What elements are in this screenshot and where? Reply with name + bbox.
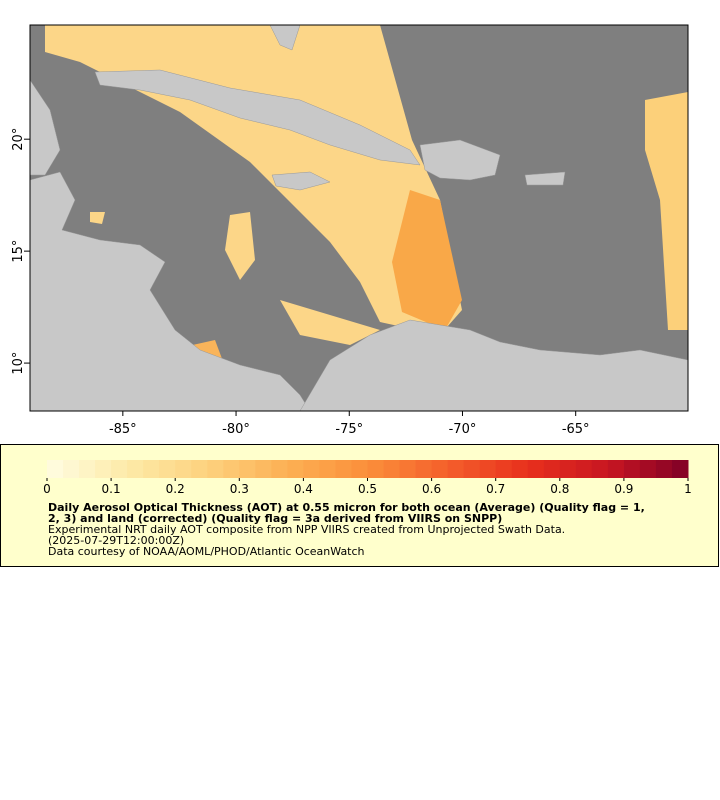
aerosol-patch bbox=[280, 300, 380, 345]
colorbar-cell bbox=[271, 460, 288, 478]
aerosol-swath bbox=[45, 25, 462, 335]
x-tick-label: -75° bbox=[335, 422, 363, 437]
colorbar-cell bbox=[319, 460, 336, 478]
colorbar-cell bbox=[655, 460, 673, 478]
colorbar-cell bbox=[79, 460, 96, 478]
colorbar-cell bbox=[335, 460, 352, 478]
map-frame bbox=[29, 24, 689, 412]
colorbar-cell bbox=[175, 460, 192, 478]
x-tick-label: -70° bbox=[449, 422, 477, 437]
colorbar-tick-label: 0.7 bbox=[486, 482, 505, 496]
puerto-rico bbox=[524, 171, 566, 186]
colorbar-tick-label: 0.5 bbox=[358, 482, 377, 496]
y-tick-label: 15° bbox=[11, 240, 26, 263]
colorbar-cell bbox=[367, 460, 385, 478]
colorbar-cell bbox=[239, 460, 256, 478]
colorbar-cell bbox=[383, 460, 401, 478]
map bbox=[29, 24, 689, 412]
colorbar-cell bbox=[559, 460, 577, 478]
colorbar-cell bbox=[415, 460, 433, 478]
aerosol-swath bbox=[645, 92, 688, 330]
colorbar-cell bbox=[351, 460, 368, 478]
colorbar-cell bbox=[159, 460, 176, 478]
hispaniola bbox=[419, 139, 501, 181]
colorbar-cell bbox=[255, 460, 272, 478]
x-tick-label: -80° bbox=[222, 422, 250, 437]
colorbar-tick-label: 0.1 bbox=[102, 482, 121, 496]
y-tick-label: 10° bbox=[11, 352, 26, 375]
colorbar-tick-label: 0.3 bbox=[230, 482, 249, 496]
colorbar-tick-label: 0.9 bbox=[614, 482, 633, 496]
caption-line: Daily Aerosol Optical Thickness (AOT) at… bbox=[48, 501, 645, 514]
colorbar-cell bbox=[127, 460, 144, 478]
colorbar-cell bbox=[607, 460, 625, 478]
colorbar-cell bbox=[399, 460, 417, 478]
caption-line: Experimental NRT daily AOT composite fro… bbox=[48, 523, 565, 536]
colorbar-cell bbox=[575, 460, 593, 478]
colorbar-cell bbox=[591, 460, 609, 478]
colorbar-cell bbox=[431, 460, 449, 478]
colorbar-cell bbox=[95, 460, 112, 478]
aerosol-core bbox=[392, 190, 462, 330]
colorbar-cell bbox=[543, 460, 561, 478]
aerosol-patch bbox=[225, 212, 255, 280]
colorbar-tick-label: 0 bbox=[43, 482, 51, 496]
colorbar-tick-label: 0.8 bbox=[550, 482, 569, 496]
colorbar-cell bbox=[639, 460, 657, 478]
colorbar-cell bbox=[623, 460, 641, 478]
caption-line: 2, 3) and land (corrected) (Quality flag… bbox=[48, 512, 502, 525]
caption: Daily Aerosol Optical Thickness (AOT) at… bbox=[48, 501, 645, 558]
colorbar-cell bbox=[527, 460, 545, 478]
colorbar-cell bbox=[303, 460, 320, 478]
colorbar-tick-label: 0.2 bbox=[166, 482, 185, 496]
colorbar-cell bbox=[511, 460, 529, 478]
aerosol-patch bbox=[90, 212, 105, 224]
colorbar-cell bbox=[223, 460, 240, 478]
colorbar-cell bbox=[111, 460, 128, 478]
colorbar-cell bbox=[479, 460, 497, 478]
cuba bbox=[94, 69, 421, 166]
colorbar-cell bbox=[447, 460, 465, 478]
colorbar-cell bbox=[191, 460, 208, 478]
y-tick-label: 20° bbox=[11, 128, 26, 151]
colorbar-tick-label: 0.6 bbox=[422, 482, 441, 496]
colorbar-cell bbox=[143, 460, 160, 478]
colorbar-tick-label: 0.4 bbox=[294, 482, 313, 496]
caption-line: Data courtesy of NOAA/AOML/PHOD/Atlantic… bbox=[48, 545, 365, 558]
colorbar-cell bbox=[287, 460, 304, 478]
jamaica bbox=[271, 171, 331, 191]
colorbar-cell bbox=[207, 460, 224, 478]
colorbar-cell bbox=[63, 460, 80, 478]
colorbar-cell bbox=[463, 460, 481, 478]
colorbar-cell bbox=[495, 460, 513, 478]
colorbar-cell bbox=[47, 460, 64, 478]
x-tick-label: -85° bbox=[109, 422, 137, 437]
x-tick-label: -65° bbox=[562, 422, 590, 437]
colorbar-tick-label: 1 bbox=[684, 482, 692, 496]
colorbar-cell bbox=[671, 460, 689, 478]
caption-line: (2025-07-29T12:00:00Z) bbox=[48, 534, 184, 547]
